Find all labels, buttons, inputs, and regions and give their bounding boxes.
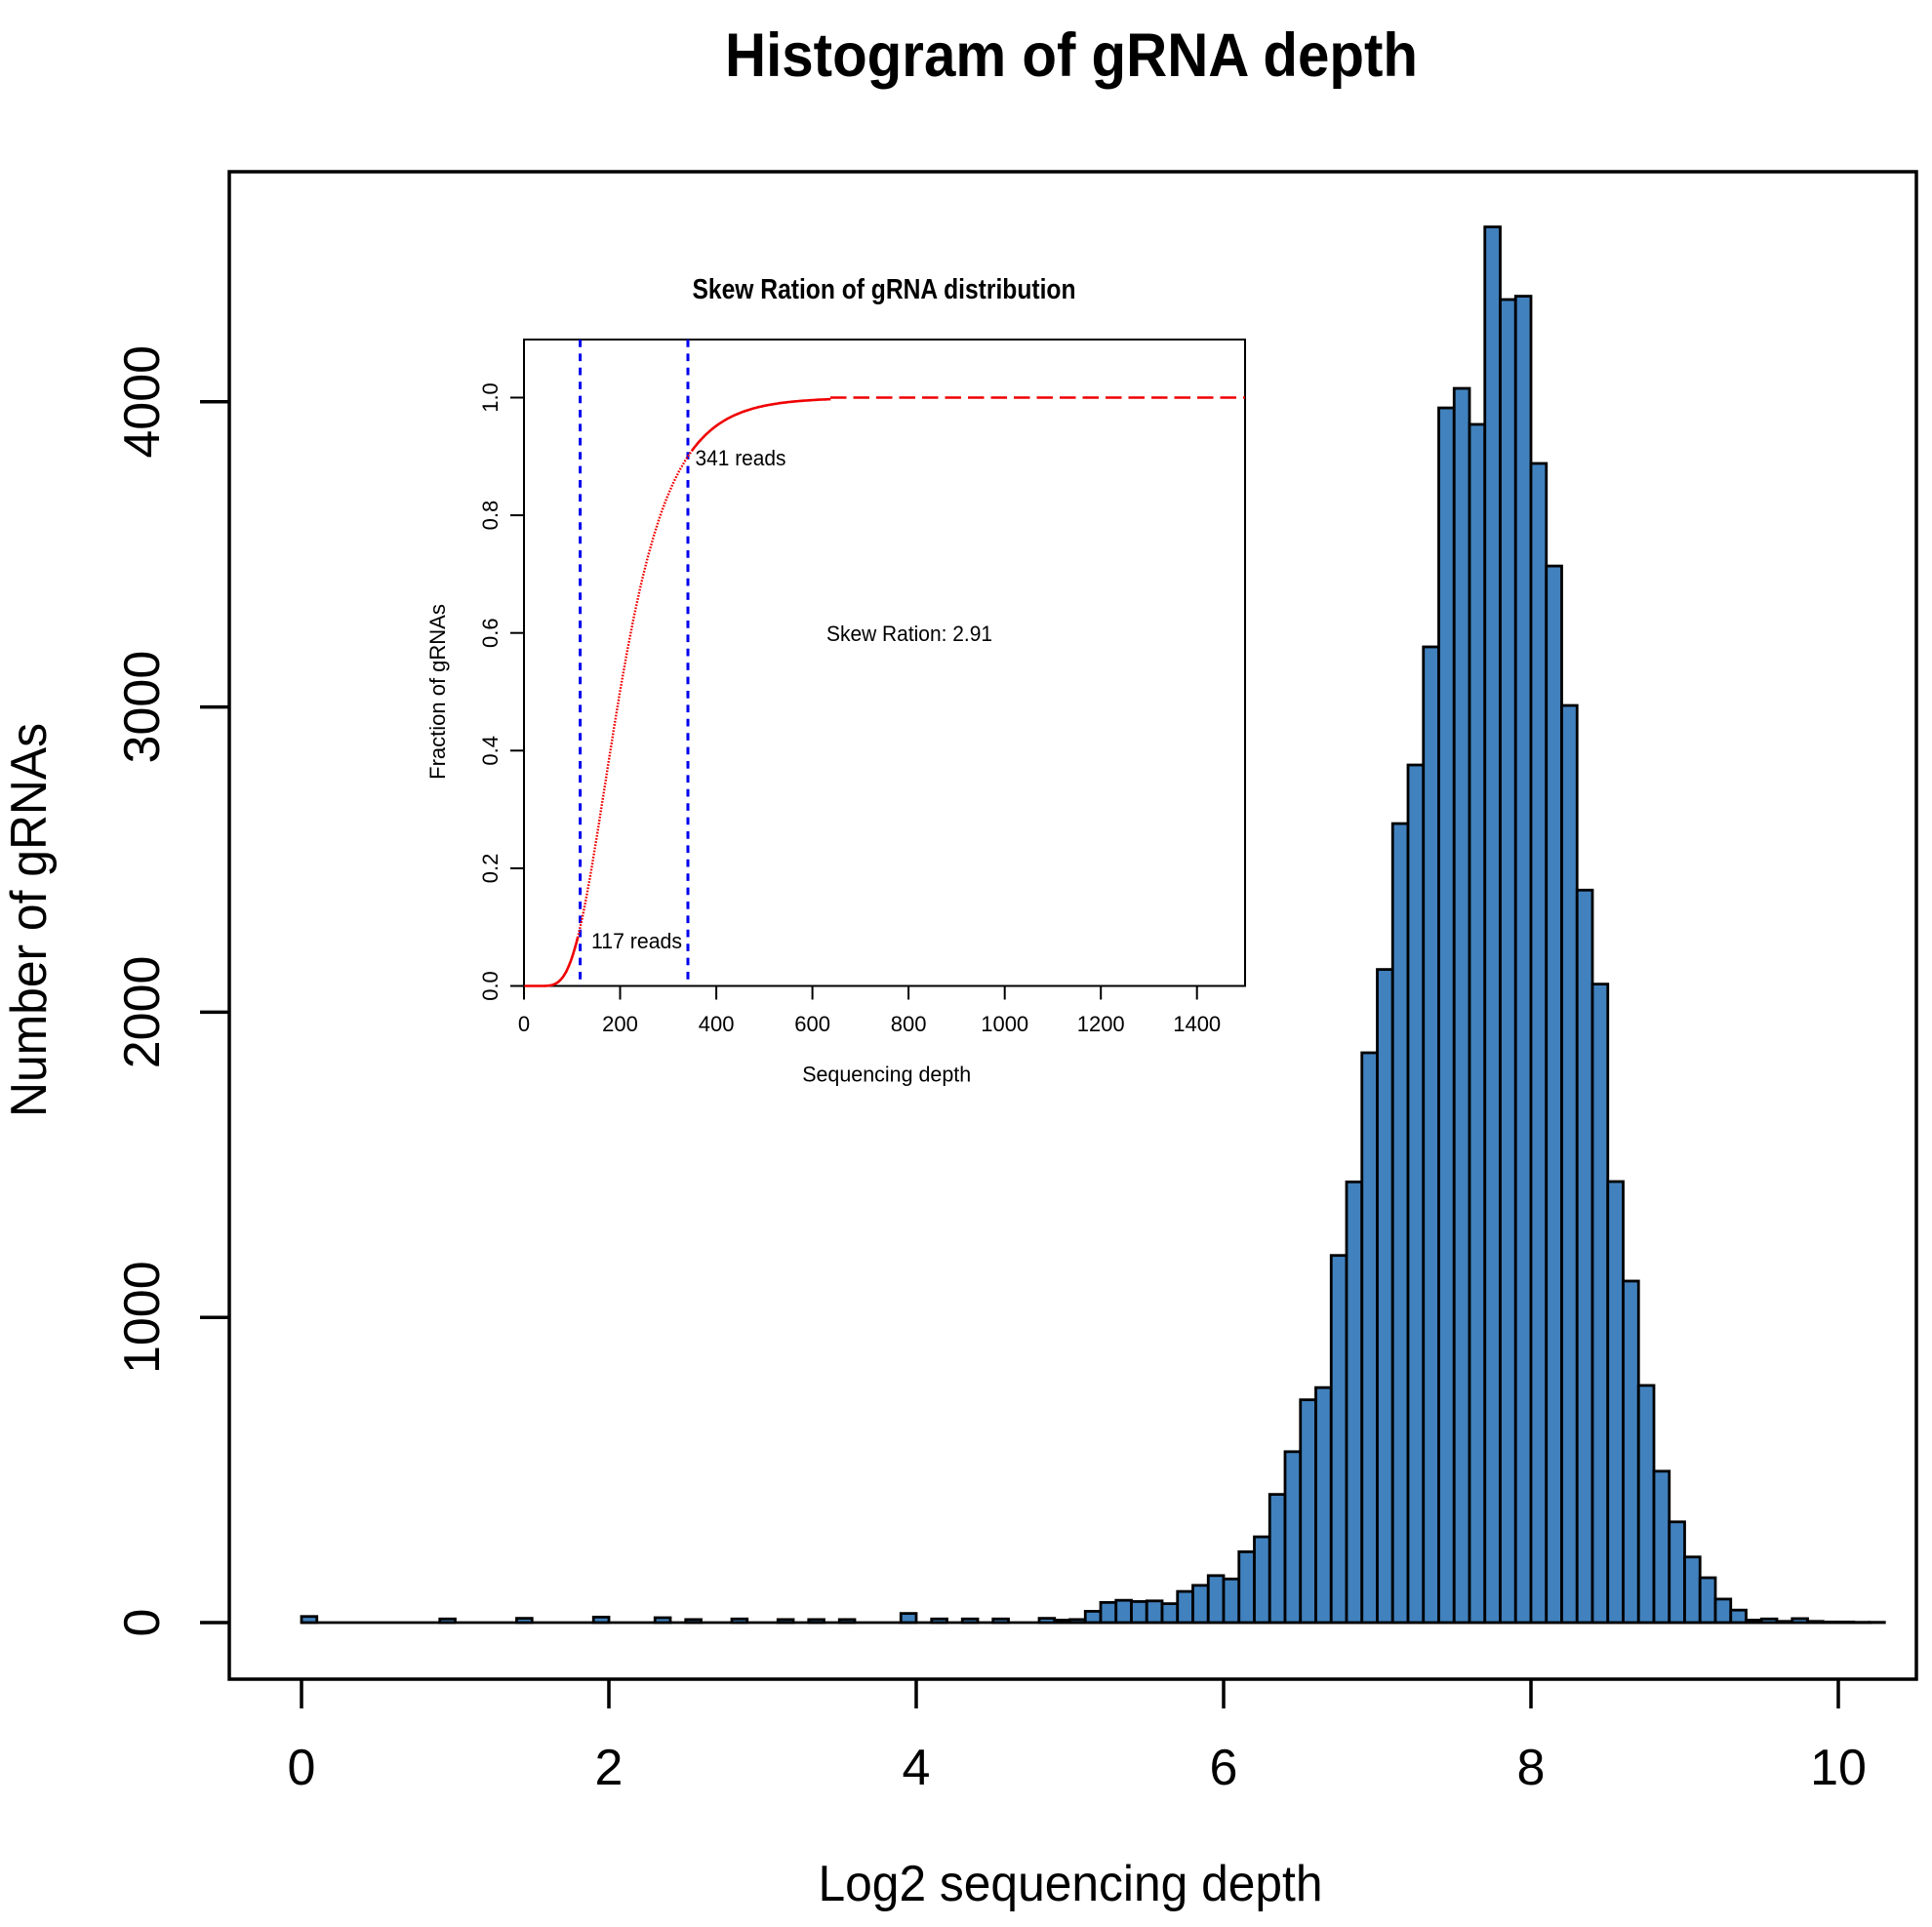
svg-text:4000: 4000 (114, 345, 171, 459)
svg-text:6: 6 (1210, 1740, 1238, 1796)
svg-text:2000: 2000 (114, 956, 171, 1069)
svg-text:0: 0 (288, 1740, 316, 1796)
svg-text:10: 10 (1810, 1740, 1867, 1796)
svg-text:800: 800 (891, 1012, 927, 1036)
svg-text:0.2: 0.2 (478, 854, 503, 884)
svg-text:200: 200 (602, 1012, 638, 1036)
svg-text:2: 2 (595, 1740, 624, 1796)
svg-text:400: 400 (699, 1012, 735, 1036)
svg-text:Histogram of gRNA depth: Histogram of gRNA depth (725, 21, 1418, 90)
svg-text:1000: 1000 (981, 1012, 1028, 1036)
svg-text:600: 600 (794, 1012, 830, 1036)
svg-text:0.8: 0.8 (478, 501, 503, 531)
svg-text:1000: 1000 (114, 1261, 171, 1374)
svg-text:0.0: 0.0 (478, 971, 503, 1001)
svg-text:3000: 3000 (114, 651, 171, 764)
svg-text:Number of gRNAs: Number of gRNAs (1, 723, 58, 1117)
svg-text:1400: 1400 (1173, 1012, 1221, 1036)
svg-text:Log2 sequencing depth: Log2 sequencing depth (819, 1856, 1323, 1912)
svg-text:341 reads: 341 reads (696, 446, 786, 470)
svg-text:0: 0 (518, 1012, 530, 1036)
svg-text:0.4: 0.4 (478, 736, 503, 766)
svg-text:0: 0 (114, 1609, 171, 1637)
svg-text:Fraction of gRNAs: Fraction of gRNAs (425, 604, 450, 780)
svg-text:Sequencing depth: Sequencing depth (802, 1063, 971, 1087)
svg-text:1.0: 1.0 (478, 382, 503, 413)
svg-text:0.6: 0.6 (478, 618, 503, 648)
svg-text:4: 4 (903, 1740, 931, 1796)
svg-text:1200: 1200 (1077, 1012, 1125, 1036)
svg-text:117 reads: 117 reads (591, 929, 682, 953)
svg-text:8: 8 (1517, 1740, 1546, 1796)
svg-text:Skew Ration of gRNA distributi: Skew Ration of gRNA distribution (693, 274, 1076, 305)
svg-text:Skew Ration: 2.91: Skew Ration: 2.91 (826, 622, 992, 646)
